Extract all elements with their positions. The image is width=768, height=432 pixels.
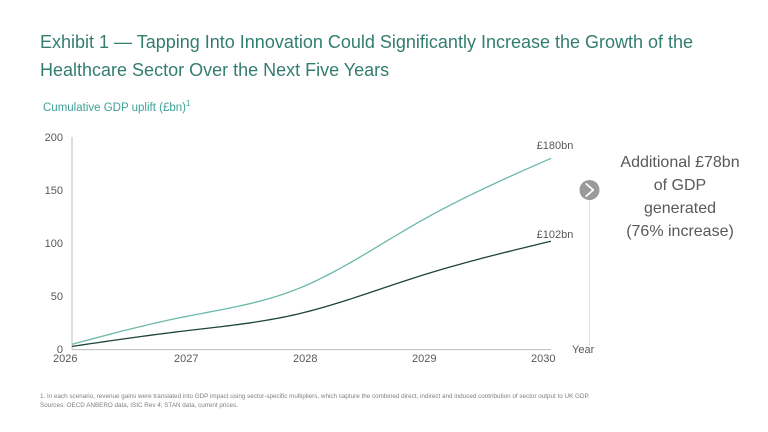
svg-text:150: 150 — [45, 185, 63, 197]
svg-text:2028: 2028 — [293, 353, 317, 365]
svg-text:£180bn: £180bn — [537, 140, 574, 152]
svg-text:2029: 2029 — [412, 353, 436, 365]
svg-text:£102bn: £102bn — [537, 229, 574, 241]
svg-text:2030: 2030 — [531, 353, 555, 365]
svg-text:Year: Year — [572, 344, 595, 356]
svg-text:2026: 2026 — [53, 353, 77, 365]
svg-text:200: 200 — [45, 132, 63, 144]
svg-text:2027: 2027 — [174, 353, 198, 365]
svg-text:50: 50 — [51, 291, 63, 303]
svg-text:100: 100 — [45, 238, 63, 250]
